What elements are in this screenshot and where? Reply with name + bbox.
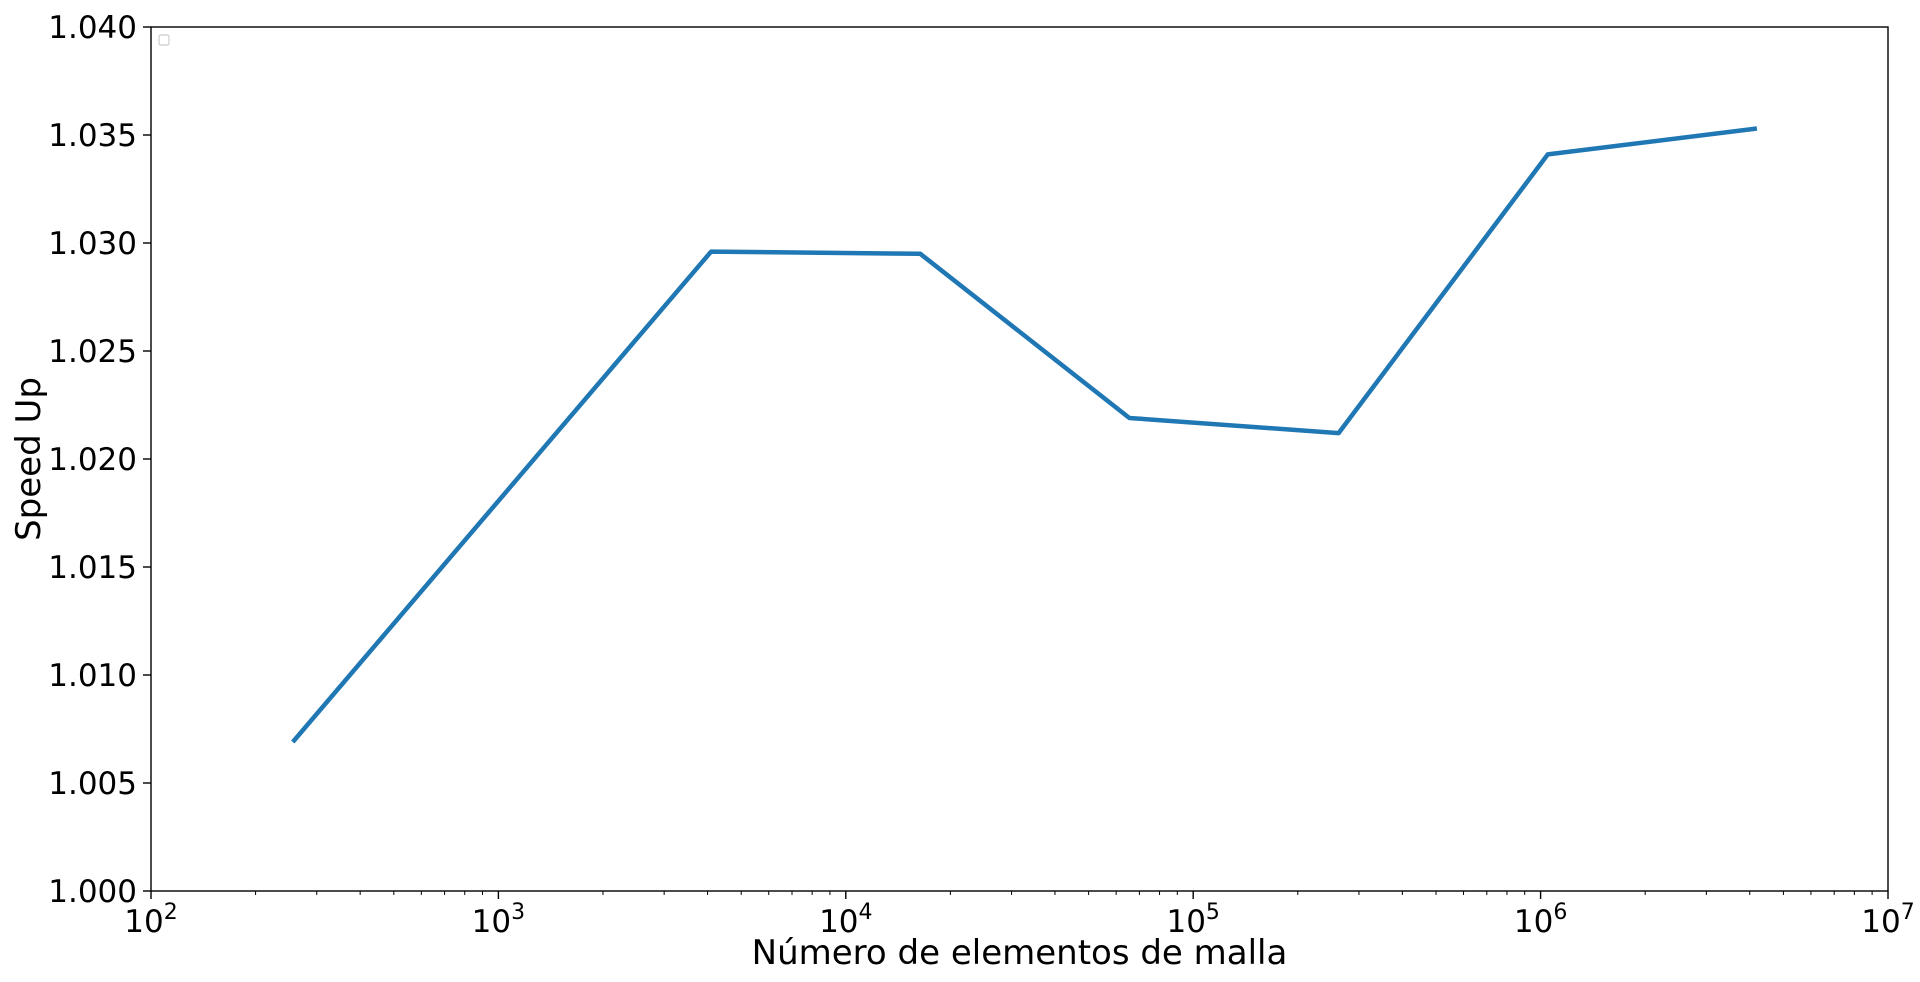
- y-tick-label: 1.005: [48, 766, 137, 802]
- x-tick-label: 102: [124, 900, 177, 940]
- y-tick-label: 1.030: [48, 226, 137, 262]
- x-axis-label: Número de elementos de malla: [752, 933, 1288, 973]
- plot-area-frame: [150, 26, 1889, 892]
- y-axis-label: Speed Up: [9, 377, 49, 541]
- x-tick-label: 103: [472, 900, 525, 940]
- x-tick-label: 105: [1166, 900, 1219, 940]
- series-line: [291, 126, 1758, 744]
- series-layer: [291, 126, 1758, 744]
- x-tick-label: 106: [1514, 900, 1567, 940]
- y-tick-label: 1.015: [48, 550, 137, 586]
- y-axis-ticks: 1.000 1.005 1.010 1.015 1.020 1.025 1.030 1.035…: [48, 10, 151, 910]
- x-tick-label: 104: [819, 900, 872, 940]
- y-tick-label: 1.040: [48, 10, 137, 46]
- x-axis-ticks: 102 103 104 105 106 107: [124, 891, 1915, 940]
- y-tick-label: 1.010: [48, 658, 137, 694]
- y-tick-label: 1.020: [48, 442, 137, 478]
- y-tick-label: 1.035: [48, 118, 137, 154]
- x-tick-label: 107: [1861, 900, 1914, 940]
- y-tick-label: 1.025: [48, 334, 137, 370]
- legend-box: [158, 34, 170, 46]
- y-tick-label: 1.000: [48, 874, 137, 910]
